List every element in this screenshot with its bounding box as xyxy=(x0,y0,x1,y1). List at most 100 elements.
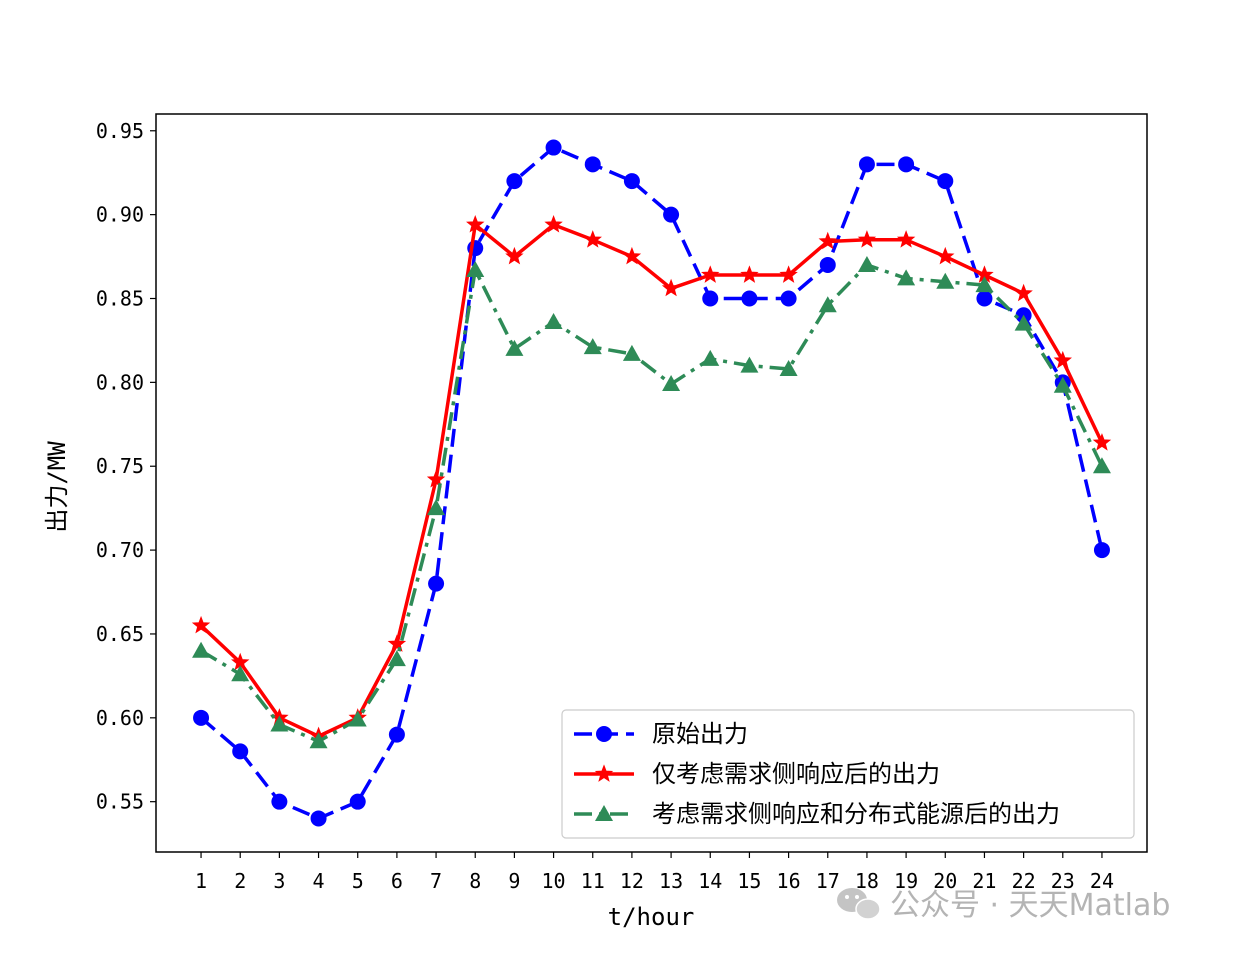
x-tick-label: 16 xyxy=(777,869,801,893)
data-point xyxy=(506,173,523,190)
data-point xyxy=(818,231,837,250)
data-point xyxy=(426,469,446,488)
x-tick-label: 17 xyxy=(816,869,840,893)
data-point xyxy=(387,634,407,652)
legend-marker xyxy=(596,726,612,742)
data-point xyxy=(191,615,211,634)
data-point xyxy=(937,173,954,190)
x-axis: 1 2 3 4 5 6 7 8 9 10 11 12 13 14 15 16 17 18 19 20 21 22 23 24 xyxy=(195,852,1114,893)
y-tick-label: 0.95 xyxy=(96,119,144,143)
data-point xyxy=(388,726,405,743)
data-point xyxy=(466,260,485,277)
y-tick-label: 0.90 xyxy=(96,203,144,227)
x-tick-label: 21 xyxy=(972,869,996,893)
series-3 xyxy=(192,255,1111,749)
y-axis: 0.55 0.60 0.65 0.70 0.75 0.80 0.85 0.90 0.95 xyxy=(96,119,156,814)
data-point xyxy=(583,338,602,355)
y-axis-label: 出力/MW xyxy=(43,441,71,533)
series-line xyxy=(199,222,1104,739)
data-point xyxy=(622,344,641,361)
x-tick-label: 18 xyxy=(855,869,879,893)
data-point xyxy=(663,206,680,223)
x-tick-label: 9 xyxy=(508,869,520,893)
watermark-text: 公众号 · 天天Matlab xyxy=(890,888,1170,923)
data-point xyxy=(741,290,758,307)
x-tick-label: 15 xyxy=(737,869,761,893)
y-tick-label: 0.75 xyxy=(96,454,144,478)
data-point xyxy=(779,265,798,283)
data-point xyxy=(309,732,328,749)
data-point xyxy=(779,359,798,376)
y-tick-label: 0.55 xyxy=(96,790,144,814)
data-point xyxy=(545,139,562,156)
legend-box xyxy=(561,709,1135,839)
data-point xyxy=(740,356,759,373)
data-point xyxy=(270,715,289,732)
data-point xyxy=(1053,376,1072,393)
data-point xyxy=(622,246,642,265)
data-point xyxy=(427,499,446,516)
x-tick-label: 24 xyxy=(1090,869,1114,893)
data-point xyxy=(898,156,915,173)
data-point xyxy=(740,265,759,283)
data-point xyxy=(1014,314,1033,331)
x-tick-label: 10 xyxy=(542,869,566,893)
data-point xyxy=(702,290,719,307)
x-tick-label: 2 xyxy=(234,869,246,893)
data-point xyxy=(936,246,955,265)
data-point xyxy=(231,665,250,682)
data-point xyxy=(1092,457,1111,474)
data-point xyxy=(780,290,797,307)
data-point xyxy=(818,296,837,313)
data-point xyxy=(662,375,681,392)
x-tick-label: 1 xyxy=(195,869,207,893)
legend-entry: 仅考虑需求侧响应后的出力 xyxy=(574,760,940,788)
wechat-icon xyxy=(837,888,881,920)
data-point xyxy=(192,641,211,658)
data-point xyxy=(936,272,955,289)
data-point xyxy=(505,339,524,356)
x-tick-label: 13 xyxy=(659,869,683,893)
data-point xyxy=(701,349,720,366)
x-tick-label: 7 xyxy=(430,869,442,893)
series-layer xyxy=(191,139,1112,827)
data-point xyxy=(387,650,406,667)
data-point xyxy=(975,276,994,293)
data-point xyxy=(505,246,524,265)
data-point xyxy=(544,215,563,233)
x-tick-label: 20 xyxy=(933,869,957,893)
data-point xyxy=(1093,542,1110,559)
x-tick-label: 4 xyxy=(313,869,325,893)
data-point xyxy=(858,156,875,173)
data-point xyxy=(544,312,563,329)
data-point xyxy=(896,230,916,248)
legend-label: 原始出力 xyxy=(652,720,748,748)
data-point xyxy=(1014,283,1033,302)
legend-entry: 考虑需求侧响应和分布式能源后的出力 xyxy=(574,800,1060,828)
data-point xyxy=(428,575,445,592)
x-tick-label: 23 xyxy=(1051,869,1075,893)
data-point xyxy=(193,709,210,726)
x-tick-label: 8 xyxy=(469,869,481,893)
data-point xyxy=(271,793,288,810)
data-point xyxy=(857,230,877,248)
data-point xyxy=(897,269,916,286)
data-point xyxy=(348,710,367,727)
y-tick-label: 0.65 xyxy=(96,622,144,646)
data-point xyxy=(466,215,485,233)
legend-marker xyxy=(595,805,613,821)
data-point xyxy=(1092,433,1112,451)
data-point xyxy=(976,290,993,307)
x-tick-label: 12 xyxy=(620,869,644,893)
data-point xyxy=(349,793,366,810)
data-point xyxy=(701,265,720,283)
data-point xyxy=(857,255,876,272)
y-tick-label: 0.80 xyxy=(96,370,144,394)
data-point xyxy=(661,278,681,297)
y-tick-label: 0.85 xyxy=(96,287,144,311)
data-point xyxy=(584,156,601,173)
x-tick-label: 11 xyxy=(581,869,605,893)
x-tick-label: 3 xyxy=(273,869,285,893)
x-tick-label: 6 xyxy=(391,869,403,893)
